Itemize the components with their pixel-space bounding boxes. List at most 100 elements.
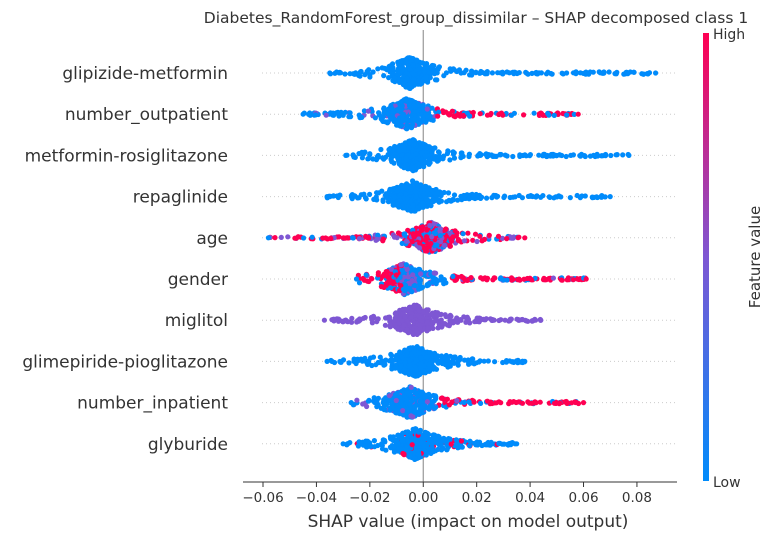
shap-point bbox=[434, 70, 440, 76]
shap-point bbox=[446, 402, 452, 408]
shap-point bbox=[419, 227, 425, 233]
shap-point bbox=[360, 275, 366, 281]
shap-point bbox=[342, 318, 348, 324]
shap-point bbox=[451, 192, 458, 198]
shap-point bbox=[411, 349, 417, 355]
shap-point bbox=[426, 361, 432, 368]
shap-point bbox=[447, 230, 453, 236]
shap-point bbox=[460, 231, 466, 237]
shap-point bbox=[313, 112, 319, 118]
shap-point bbox=[375, 402, 381, 408]
shap-point bbox=[410, 272, 416, 278]
shap-point bbox=[380, 400, 386, 406]
shap-point bbox=[435, 109, 442, 115]
shap-points bbox=[265, 55, 659, 462]
shap-point bbox=[424, 320, 431, 327]
shap-point bbox=[441, 277, 447, 283]
shap-point bbox=[523, 69, 529, 75]
shap-point bbox=[399, 354, 405, 360]
shap-point bbox=[443, 313, 449, 320]
shap-point bbox=[500, 112, 506, 118]
shap-point bbox=[420, 144, 426, 150]
shap-point bbox=[510, 359, 516, 365]
shap-point bbox=[530, 400, 536, 406]
x-axis-label: SHAP value (impact on model output) bbox=[308, 512, 629, 532]
shap-point bbox=[409, 398, 415, 404]
shap-point bbox=[492, 275, 498, 281]
shap-point bbox=[510, 194, 516, 200]
feature-label: repaglinide bbox=[133, 188, 228, 208]
shap-point bbox=[413, 151, 419, 157]
shap-point bbox=[407, 98, 413, 104]
shap-point bbox=[393, 355, 400, 361]
shap-point bbox=[278, 234, 284, 240]
shap-point bbox=[365, 398, 372, 404]
shap-point bbox=[435, 65, 441, 71]
shap-point bbox=[399, 267, 405, 273]
shap-point bbox=[404, 126, 410, 132]
shap-point bbox=[475, 153, 481, 159]
shap-point bbox=[587, 153, 594, 159]
shap-point bbox=[398, 283, 404, 289]
shap-point bbox=[373, 157, 380, 163]
shap-point bbox=[363, 272, 369, 278]
shap-point bbox=[573, 399, 579, 405]
x-tick-label: 0.06 bbox=[568, 490, 598, 506]
shap-point bbox=[447, 363, 453, 369]
feature-label: metformin-rosiglitazone bbox=[25, 146, 228, 166]
shap-point bbox=[327, 110, 334, 116]
shap-point bbox=[401, 393, 407, 399]
shap-point bbox=[389, 159, 395, 165]
shap-point bbox=[538, 317, 544, 323]
shap-point bbox=[423, 430, 429, 436]
shap-point bbox=[445, 190, 452, 196]
shap-point bbox=[380, 236, 386, 242]
shap-point bbox=[487, 112, 493, 118]
shap-point bbox=[510, 235, 516, 241]
shap-point bbox=[416, 245, 423, 251]
shap-point bbox=[433, 312, 440, 318]
shap-point bbox=[413, 108, 419, 114]
shap-point bbox=[410, 167, 416, 173]
shap-point bbox=[613, 152, 619, 158]
shap-point bbox=[437, 229, 443, 235]
shap-point bbox=[428, 240, 434, 247]
shap-point bbox=[408, 314, 414, 320]
shap-point bbox=[474, 439, 480, 445]
shap-point bbox=[521, 276, 527, 282]
shap-point bbox=[496, 317, 502, 324]
shap-point bbox=[602, 153, 609, 159]
shap-point bbox=[429, 441, 435, 447]
shap-point bbox=[442, 361, 448, 368]
shap-point bbox=[424, 399, 430, 405]
shap-point bbox=[429, 234, 435, 240]
shap-point bbox=[392, 438, 399, 444]
shap-point bbox=[462, 277, 468, 283]
shap-point bbox=[342, 109, 348, 115]
shap-point bbox=[417, 205, 423, 211]
shap-point bbox=[466, 360, 472, 366]
shap-point bbox=[416, 276, 422, 282]
shap-point bbox=[461, 238, 467, 244]
shap-point bbox=[365, 156, 371, 162]
shap-point bbox=[457, 354, 463, 361]
shap-point bbox=[337, 192, 343, 198]
shap-point bbox=[398, 363, 404, 369]
colorbar-low-label: Low bbox=[713, 475, 741, 491]
shap-point bbox=[397, 394, 403, 400]
shap-point bbox=[448, 441, 454, 447]
shap-point bbox=[433, 318, 439, 324]
shap-point bbox=[558, 194, 564, 200]
shap-point bbox=[370, 354, 377, 360]
shap-point bbox=[353, 358, 359, 364]
shap-point bbox=[452, 354, 458, 360]
shap-point bbox=[489, 195, 495, 201]
shap-point bbox=[466, 153, 472, 160]
shap-point bbox=[482, 70, 488, 76]
shap-point bbox=[405, 207, 411, 213]
shap-point bbox=[484, 154, 490, 160]
shap-point bbox=[631, 69, 637, 75]
shap-point bbox=[644, 71, 650, 77]
shap-point bbox=[481, 358, 487, 364]
shap-point bbox=[474, 238, 480, 245]
